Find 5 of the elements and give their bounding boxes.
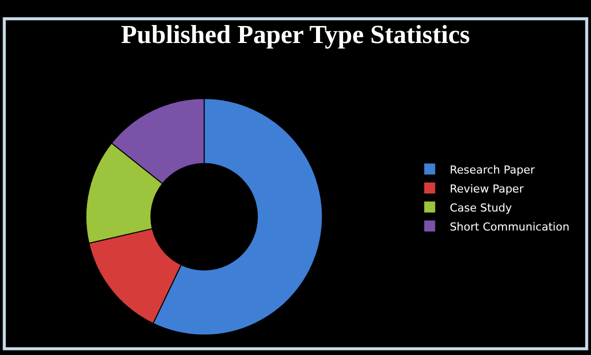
legend-label: Case Study [450,201,512,214]
legend-label: Review Paper [450,182,524,196]
legend-label: Short Communication [450,220,570,234]
chart-title: Published Paper Type Statistics [121,20,470,50]
legend-label: Research Paper [450,163,536,176]
